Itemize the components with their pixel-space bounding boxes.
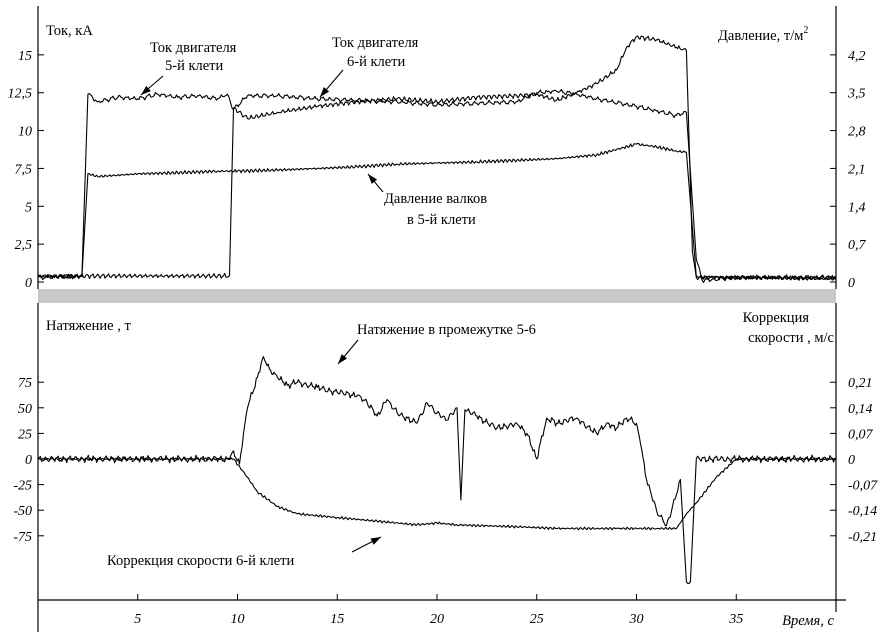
panel-separator (38, 289, 836, 303)
bottom-left-tick-label: -75 (13, 530, 32, 545)
top-right-tick-label: 1,4 (848, 200, 866, 215)
top-right-tick-label: 2,8 (848, 125, 866, 140)
top-left-tick-label: 12,5 (8, 87, 33, 102)
top-left-tick-label: 5 (25, 200, 32, 215)
top-right-tick-label: 4,2 (848, 49, 866, 64)
top-right-tick-label: 3,5 (847, 87, 866, 102)
annotation-motor5-line1: Ток двигателя (150, 40, 237, 56)
bottom-right-tick-label: -0,14 (848, 504, 877, 519)
bottom-right-tick-label: -0,21 (848, 530, 877, 545)
top-panel: 0 2,5 5 7,5 10 12,5 15 0 0,7 1,4 2,1 2,8 3,5 4,2 Ток, … (8, 6, 867, 291)
bottom-right-tick-label: 0,21 (848, 376, 873, 391)
bottom-right-tick-label: -0,07 (848, 479, 878, 494)
bottom-left-tick-label: 0 (25, 453, 32, 468)
top-left-tick-label: 15 (18, 49, 32, 64)
bottom-right-tick-label: 0,07 (848, 427, 874, 442)
bottom-series-2-line (37, 457, 837, 531)
x-tick-label: 10 (231, 612, 245, 627)
x-tick-label: 35 (728, 612, 743, 627)
bottom-left-tick-label: -25 (13, 479, 32, 494)
top-right-axis-label-sup: 2 (803, 25, 808, 36)
top-left-tick-label: 0 (25, 276, 32, 291)
x-tick-label: 5 (134, 612, 141, 627)
top-series-2-line (37, 35, 837, 281)
bottom-left-tick-label: 75 (18, 376, 32, 391)
top-right-tick-label: 0 (848, 276, 855, 291)
top-left-tick-label: 10 (18, 125, 32, 140)
top-left-tick-label: 7,5 (15, 162, 33, 177)
x-tick-label: 20 (430, 612, 444, 627)
top-right-tick-label: 2,1 (848, 162, 866, 177)
top-right-tick-label: 0,7 (848, 238, 867, 253)
x-tick-label: 15 (330, 612, 344, 627)
bottom-left-axis-label: Натяжение , т (46, 318, 131, 334)
bottom-right-tick-label: 0,14 (848, 402, 873, 417)
bottom-left-tick-label: 25 (18, 427, 32, 442)
bottom-series-1-line (37, 356, 837, 585)
annotation-speed-correction-arrow-head (370, 537, 381, 545)
annotation-speed-correction: Коррекция скорости 6-й клети (107, 553, 295, 569)
x-axis-label: Время, с (782, 613, 834, 629)
annotation-pressure-line1: Давление валков (384, 191, 487, 207)
annotation-motor5-arrow-head (141, 85, 151, 95)
bottom-left-tick-label: 50 (18, 402, 32, 417)
top-left-tick-label: 2,5 (15, 238, 33, 253)
top-right-axis-label: Давление, т/м2 (718, 25, 808, 44)
annotation-tension-arrow-head (338, 354, 348, 364)
annotation-motor5-line2: 5-й клети (165, 58, 224, 74)
top-series-1-line (37, 88, 837, 283)
top-left-axis-label: Ток, кА (46, 23, 93, 39)
bottom-panel: -75 -50 -25 0 25 50 75 -0,21 -0,14 -0,07 0 0,07 0,14… (13, 303, 878, 632)
top-series-3-line (37, 142, 837, 281)
x-tick-label: 25 (530, 612, 544, 627)
annotation-pressure-line2: в 5-й клети (407, 212, 476, 228)
bottom-right-tick-label: 0 (848, 453, 855, 468)
annotation-motor6-line1: Ток двигателя (332, 35, 419, 51)
annotation-pressure-arrow-head (368, 174, 378, 184)
annotation-motor6-arrow-head (320, 87, 330, 97)
annotation-tension: Натяжение в промежутке 5-6 (357, 322, 536, 338)
bottom-right-axis-label-line1: Коррекция (743, 310, 810, 326)
annotation-motor6-line2: 6-й клети (347, 54, 406, 70)
x-tick-label: 30 (629, 612, 644, 627)
bottom-right-axis-label-line2: скорости , м/с (748, 330, 834, 346)
bottom-left-tick-label: -50 (13, 504, 32, 519)
